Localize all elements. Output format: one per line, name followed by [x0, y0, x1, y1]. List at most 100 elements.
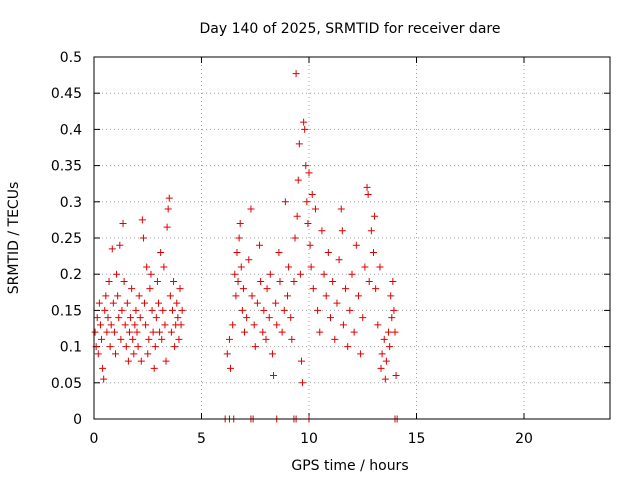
data-point	[164, 205, 172, 213]
data-point	[118, 306, 126, 314]
data-point	[104, 314, 112, 322]
data-point	[295, 140, 303, 148]
data-point	[132, 306, 140, 314]
data-point	[133, 328, 141, 336]
data-point	[389, 277, 397, 285]
data-point	[115, 314, 123, 322]
data-point	[374, 321, 382, 329]
data-point	[324, 248, 332, 256]
data-point	[251, 343, 259, 351]
y-tick-label: 0.35	[51, 159, 82, 175]
data-point	[376, 263, 384, 271]
data-point	[237, 263, 245, 271]
data-point	[147, 270, 155, 278]
data-point	[338, 227, 346, 235]
y-tick-label: 0.3	[60, 195, 82, 211]
data-point	[361, 263, 369, 271]
x-tick-label: 10	[300, 431, 318, 447]
data-point	[113, 270, 121, 278]
data-point	[290, 277, 298, 285]
data-point	[306, 241, 314, 249]
data-point	[337, 205, 345, 213]
data-point	[157, 248, 165, 256]
y-tick-label: 0.2	[60, 267, 82, 283]
data-point	[112, 350, 119, 358]
data-point	[155, 299, 162, 307]
data-point	[175, 335, 183, 343]
data-point	[173, 299, 181, 307]
data-point	[250, 321, 258, 329]
data-point	[285, 263, 293, 271]
data-point	[148, 306, 156, 314]
data-points	[91, 70, 401, 423]
data-point	[227, 364, 235, 372]
y-tick-label: 0.1	[60, 340, 82, 356]
data-point	[125, 328, 133, 336]
data-point	[262, 335, 270, 343]
data-point	[387, 292, 395, 300]
data-point	[156, 328, 164, 336]
grid-lines	[94, 57, 610, 419]
data-point	[243, 314, 251, 322]
data-point	[96, 321, 104, 329]
data-point	[280, 306, 288, 314]
data-point	[302, 162, 310, 170]
data-point	[327, 314, 334, 322]
data-point	[288, 335, 296, 343]
data-point	[304, 220, 312, 228]
data-point	[121, 321, 129, 329]
data-point	[236, 220, 244, 228]
data-point	[123, 299, 131, 307]
data-point	[335, 256, 343, 264]
data-point	[278, 328, 286, 336]
data-point	[139, 234, 147, 242]
data-point	[329, 277, 337, 285]
data-point	[99, 364, 107, 372]
data-point	[117, 335, 125, 343]
data-point	[284, 292, 291, 300]
data-point	[130, 350, 138, 358]
data-point	[266, 270, 274, 278]
data-point	[377, 364, 385, 372]
data-point	[232, 292, 240, 300]
data-point	[141, 299, 149, 307]
data-point	[231, 270, 239, 278]
data-point	[293, 212, 301, 220]
data-point	[119, 220, 127, 228]
data-point	[348, 270, 356, 278]
data-point	[174, 314, 182, 322]
data-point	[299, 379, 307, 387]
data-point	[146, 285, 154, 293]
data-point	[150, 364, 158, 372]
data-point	[311, 205, 319, 213]
data-point	[101, 306, 109, 314]
data-point	[114, 292, 122, 300]
data-point	[238, 306, 246, 314]
data-point	[268, 350, 276, 358]
data-point	[109, 299, 117, 307]
data-point	[239, 285, 247, 293]
data-point	[342, 285, 350, 293]
data-point	[257, 277, 265, 285]
data-point	[301, 125, 309, 133]
data-point	[359, 314, 367, 322]
data-point	[158, 335, 166, 343]
data-point	[145, 335, 153, 343]
data-point	[276, 277, 284, 285]
data-point	[159, 306, 167, 314]
data-point	[357, 350, 365, 358]
data-point	[103, 328, 111, 336]
data-point	[346, 306, 354, 314]
data-point	[128, 285, 136, 293]
data-point	[152, 314, 160, 322]
chart-title: Day 140 of 2025, SRMTID for receiver dar…	[200, 21, 501, 37]
x-tick-label: 5	[197, 431, 206, 447]
y-tick-label: 0.25	[51, 231, 82, 247]
plot-frame	[93, 56, 611, 420]
data-point	[339, 321, 347, 329]
y-tick-label: 0.45	[51, 86, 82, 102]
data-point	[308, 191, 316, 199]
data-point	[166, 292, 174, 300]
data-point	[142, 321, 150, 329]
